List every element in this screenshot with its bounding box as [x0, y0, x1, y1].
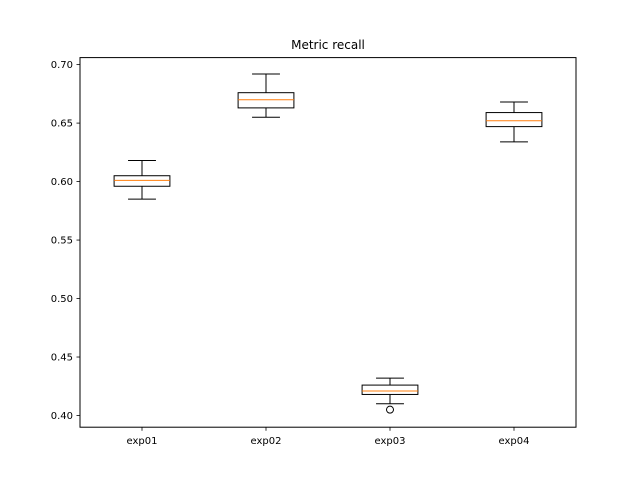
y-tick-label: 0.45 — [51, 353, 73, 364]
x-tick-label: exp02 — [251, 436, 282, 447]
box-body — [113, 175, 171, 187]
box-exp01 — [113, 160, 171, 200]
box-exp04 — [485, 101, 543, 143]
boxes-layer — [113, 73, 543, 414]
box-body — [361, 384, 419, 395]
x-tick-label: exp04 — [499, 436, 530, 447]
y-axis: 0.40 0.45 0.50 0.55 0.60 0.65 0.70 — [51, 60, 80, 422]
y-tick-label: 0.60 — [51, 177, 73, 188]
box-body — [237, 92, 295, 109]
y-tick-label: 0.55 — [51, 236, 73, 247]
plot-frame — [79, 57, 577, 428]
x-axis: exp01 exp02 exp03 exp04 — [127, 427, 530, 447]
y-tick-label: 0.50 — [51, 294, 73, 305]
box-exp03 — [361, 377, 419, 414]
box-body — [485, 112, 543, 128]
x-tick-label: exp01 — [127, 436, 158, 447]
y-tick-label: 0.40 — [51, 411, 73, 422]
outlier-point — [386, 405, 394, 414]
y-tick-label: 0.70 — [51, 60, 73, 71]
box-exp02 — [237, 73, 295, 118]
x-tick-label: exp03 — [375, 436, 406, 447]
y-tick-label: 0.65 — [51, 119, 73, 130]
chart-title: Metric recall — [291, 38, 365, 52]
